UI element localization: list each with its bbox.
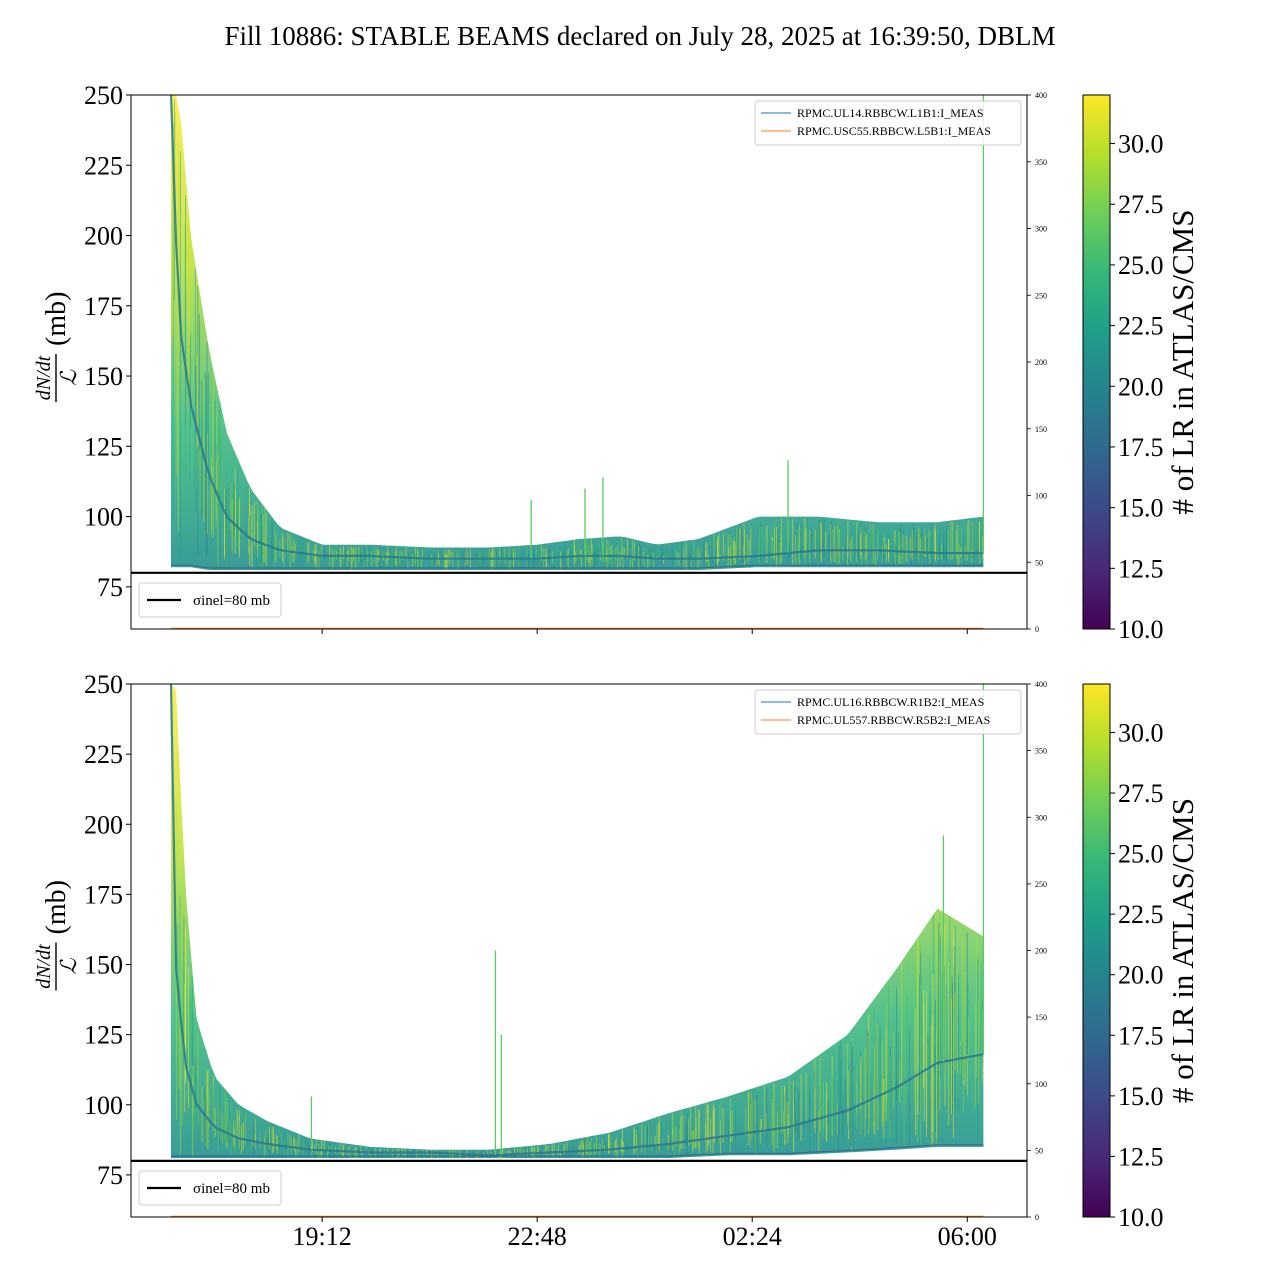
legend-entry: RPMC.USC55.RBBCW.L5B1:I_MEAS: [797, 124, 991, 138]
y-axis-label-numerator: dN/dt: [33, 944, 55, 989]
y-axis-label-denominator: ℒ: [56, 957, 81, 974]
y-tick-label: 150: [84, 951, 123, 980]
reference-legend-box: [138, 1170, 282, 1206]
colorbar-tick-label: 12.5: [1118, 1142, 1164, 1171]
colorbar-tick-label: 15.0: [1118, 1082, 1164, 1111]
legend-entry: RPMC.UL14.RBBCW.L1B1:I_MEAS: [797, 106, 984, 120]
colorbar-tick-label: 10.0: [1118, 1203, 1164, 1232]
legend-box: [754, 100, 1022, 146]
y2-tick-label: 350: [1035, 747, 1047, 756]
colorbar-tick-label: 27.5: [1118, 779, 1164, 808]
x-tick-label: 02:24: [723, 1222, 782, 1251]
reference-legend-label: σinel=80 mb: [193, 593, 270, 609]
y2-tick-label: 0: [1035, 625, 1039, 634]
colorbar: [1082, 94, 1111, 630]
y-tick-label: 125: [84, 1021, 123, 1050]
x-tick-label: 06:00: [938, 1222, 997, 1251]
y-tick-label: 200: [84, 810, 123, 839]
reference-legend: σinel=80 mb: [138, 582, 282, 618]
colorbar-tick-label: 15.0: [1118, 494, 1164, 523]
colorbar-tick-label: 20.0: [1118, 961, 1164, 990]
data-envelope: [171, 684, 984, 1159]
y2-tick-label: 50: [1035, 1146, 1043, 1155]
colorbar-tick-label: 25.0: [1118, 840, 1164, 869]
y-tick-label: 100: [84, 1091, 123, 1120]
y-tick-label: 75: [97, 573, 123, 602]
y2-tick-label: 400: [1035, 91, 1047, 100]
y2-tick-label: 100: [1035, 492, 1047, 501]
plot-area: [169, 684, 985, 1217]
colorbar-label: # of LR in ATLAS/CMS: [1165, 798, 1200, 1103]
legend: RPMC.UL14.RBBCW.L1B1:I_MEAS RPMC.USC55.RB…: [754, 100, 1022, 146]
y2-tick-label: 150: [1035, 425, 1047, 434]
colorbar-tick-label: 25.0: [1118, 251, 1164, 280]
colorbar-tick-label: 22.5: [1118, 312, 1164, 341]
panel-top: 75 100 125 150 175 200 225 250 0 50 100 150 200 250 30…: [33, 81, 1200, 644]
reference-legend: σinel=80 mb: [138, 1170, 282, 1206]
y-axis-label: dN/dt ℒ (mb): [33, 880, 81, 991]
y2-tick-label: 300: [1035, 813, 1047, 822]
y2-tick-label: 400: [1035, 680, 1047, 689]
legend: RPMC.UL16.RBBCW.R1B2:I_MEAS RPMC.UL557.RB…: [754, 689, 1022, 735]
y2-tick-label: 250: [1035, 880, 1047, 889]
legend-entry: RPMC.UL16.RBBCW.R1B2:I_MEAS: [797, 695, 984, 709]
colorbar-tick-label: 20.0: [1118, 372, 1164, 401]
y2-tick-label: 50: [1035, 558, 1043, 567]
figure-title: Fill 10886: STABLE BEAMS declared on Jul…: [224, 21, 1055, 51]
colorbar-tick-label: 22.5: [1118, 900, 1164, 929]
y-tick-label: 225: [84, 151, 123, 180]
y-axis-label-unit: (mb): [41, 880, 72, 934]
y-tick-label: 200: [84, 222, 123, 251]
y-tick-label: 175: [84, 292, 123, 321]
y2-tick-label: 350: [1035, 158, 1047, 167]
colorbar-tick-label: 30.0: [1118, 130, 1164, 159]
y2-tick-label: 100: [1035, 1080, 1047, 1089]
y-tick-label: 175: [84, 880, 123, 909]
colorbar-tick-label: 27.5: [1118, 190, 1164, 219]
data-center-trace: [169, 95, 984, 560]
reference-legend-label: σinel=80 mb: [193, 1181, 270, 1197]
y2-tick-label: 200: [1035, 947, 1047, 956]
y-tick-label: 150: [84, 362, 123, 391]
y-tick-label: 250: [84, 670, 123, 699]
colorbar-tick-label: 10.0: [1118, 615, 1164, 644]
data-lower-trace: [171, 564, 984, 569]
y2-tick-label: 200: [1035, 358, 1047, 367]
data-strands: [172, 99, 984, 570]
y2-tick-label: 150: [1035, 1013, 1047, 1022]
data-center-trace: [169, 684, 984, 1157]
colorbar-tick-label: 17.5: [1118, 433, 1164, 462]
y2-tick-label: 0: [1035, 1213, 1039, 1222]
y-axis-label-numerator: dN/dt: [33, 355, 55, 400]
x-tick-label: 19:12: [293, 1222, 352, 1251]
plot-area: [169, 95, 985, 629]
y2-tick-label: 300: [1035, 225, 1047, 234]
y2-tick-label: 250: [1035, 291, 1047, 300]
legend-entry: RPMC.UL557.RBBCW.R5B2:I_MEAS: [797, 713, 990, 727]
colorbar: [1082, 683, 1111, 1218]
x-tick-label: 22:48: [508, 1222, 567, 1251]
y-tick-label: 250: [84, 81, 123, 110]
y-tick-label: 75: [97, 1161, 123, 1190]
y-axis-label-denominator: ℒ: [56, 369, 81, 386]
colorbar-label: # of LR in ATLAS/CMS: [1165, 210, 1200, 515]
colorbar-tick-label: 12.5: [1118, 554, 1164, 583]
data-lower-trace: [171, 1144, 984, 1157]
y-tick-label: 225: [84, 740, 123, 769]
panel-bottom: 75 100 125 150 175 200 225 250 0 50 100 150 200 250 30…: [33, 670, 1200, 1251]
y-tick-label: 125: [84, 432, 123, 461]
colorbar-tick-label: 17.5: [1118, 1021, 1164, 1050]
reference-legend-box: [138, 582, 282, 618]
y-axis-label-unit: (mb): [41, 292, 72, 346]
colorbar-tick-label: 30.0: [1118, 718, 1164, 747]
y-tick-label: 100: [84, 503, 123, 532]
data-strands: [170, 689, 984, 1159]
legend-box: [754, 689, 1022, 735]
y-axis-label: dN/dt ℒ (mb): [33, 292, 81, 402]
data-envelope: [171, 95, 984, 570]
